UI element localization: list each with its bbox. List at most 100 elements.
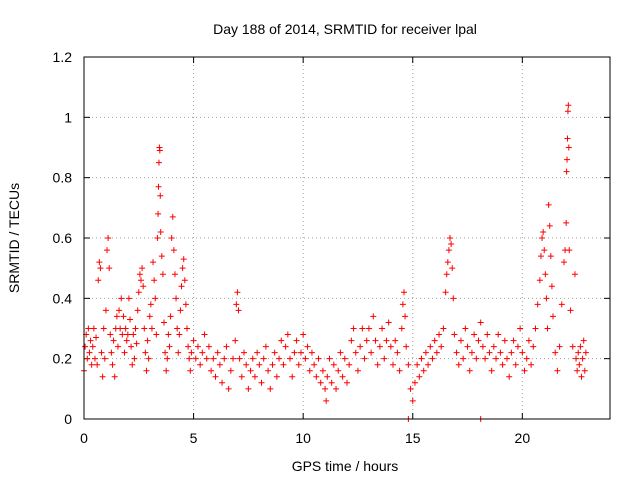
data-point	[165, 331, 172, 338]
data-point	[176, 331, 183, 338]
data-point	[208, 367, 215, 374]
data-point	[569, 343, 576, 350]
data-point	[180, 256, 187, 263]
data-point	[214, 349, 221, 356]
data-point	[488, 367, 495, 374]
data-point	[409, 397, 416, 404]
data-point	[140, 283, 147, 290]
data-point	[265, 367, 272, 374]
data-point	[440, 325, 447, 332]
data-point	[333, 385, 340, 392]
data-point	[542, 271, 549, 278]
data-point	[304, 343, 311, 350]
data-point	[227, 367, 234, 374]
data-point	[108, 349, 115, 356]
data-point	[484, 331, 491, 338]
data-point	[185, 343, 192, 350]
data-point	[150, 259, 157, 266]
data-point	[188, 349, 195, 356]
data-point	[517, 325, 524, 332]
data-point	[124, 331, 131, 338]
data-point	[158, 253, 165, 260]
data-point	[107, 331, 114, 338]
data-point	[232, 337, 239, 344]
data-point	[566, 247, 573, 254]
data-point	[297, 349, 304, 356]
data-point	[390, 361, 397, 368]
data-point	[365, 325, 372, 332]
data-point	[238, 373, 245, 380]
data-point	[392, 337, 399, 344]
data-point	[169, 213, 176, 220]
data-point	[147, 301, 154, 308]
data-point	[576, 361, 583, 368]
data-point	[102, 307, 109, 314]
data-point	[416, 373, 423, 380]
data-point	[134, 307, 141, 314]
data-point	[154, 235, 161, 241]
data-point	[120, 313, 127, 320]
data-point	[363, 337, 370, 344]
data-point	[105, 235, 112, 241]
data-point	[399, 301, 406, 308]
data-point	[575, 349, 582, 356]
data-point	[141, 325, 148, 332]
data-point	[225, 385, 232, 392]
x-axis-label: GPS time / hours	[292, 458, 399, 474]
data-point	[379, 325, 386, 332]
data-point	[167, 313, 174, 320]
data-point	[514, 343, 521, 350]
data-point	[243, 361, 250, 368]
data-point	[482, 355, 489, 362]
data-point	[532, 325, 539, 332]
data-point	[273, 373, 280, 380]
data-point	[451, 331, 458, 338]
data-point	[94, 361, 101, 368]
data-point	[536, 277, 543, 284]
data-point	[486, 349, 493, 356]
data-point	[354, 367, 361, 374]
data-point	[560, 259, 567, 266]
data-point	[271, 349, 278, 356]
data-point	[414, 361, 421, 368]
data-point	[411, 379, 418, 386]
data-point	[205, 343, 212, 350]
data-point	[159, 271, 166, 278]
data-point	[567, 307, 574, 314]
data-point	[187, 367, 194, 374]
data-point	[251, 373, 258, 380]
data-point	[210, 355, 217, 362]
data-point	[337, 349, 344, 356]
data-point	[280, 361, 287, 368]
data-point	[221, 355, 228, 362]
data-point	[173, 295, 180, 302]
data-point	[157, 228, 164, 235]
data-point	[262, 343, 269, 350]
data-point	[319, 367, 326, 374]
data-point	[431, 337, 438, 344]
data-point	[129, 361, 136, 368]
data-point	[96, 259, 103, 266]
data-point	[201, 331, 208, 338]
data-point	[443, 271, 450, 278]
data-point	[394, 349, 401, 356]
data-point	[534, 301, 541, 308]
data-point	[125, 295, 132, 302]
data-point	[133, 340, 140, 347]
data-point	[449, 265, 456, 272]
data-point	[442, 289, 449, 296]
data-point	[186, 355, 193, 362]
data-point	[471, 331, 478, 338]
data-point	[234, 289, 241, 296]
data-point	[519, 349, 526, 356]
data-point	[117, 325, 124, 332]
data-point	[528, 361, 535, 368]
data-point	[447, 235, 454, 241]
data-point	[322, 385, 329, 392]
data-point	[247, 367, 254, 374]
data-point	[136, 271, 143, 278]
data-point	[328, 379, 335, 386]
data-point	[548, 283, 555, 290]
data-point	[106, 265, 113, 272]
data-point	[564, 156, 571, 163]
